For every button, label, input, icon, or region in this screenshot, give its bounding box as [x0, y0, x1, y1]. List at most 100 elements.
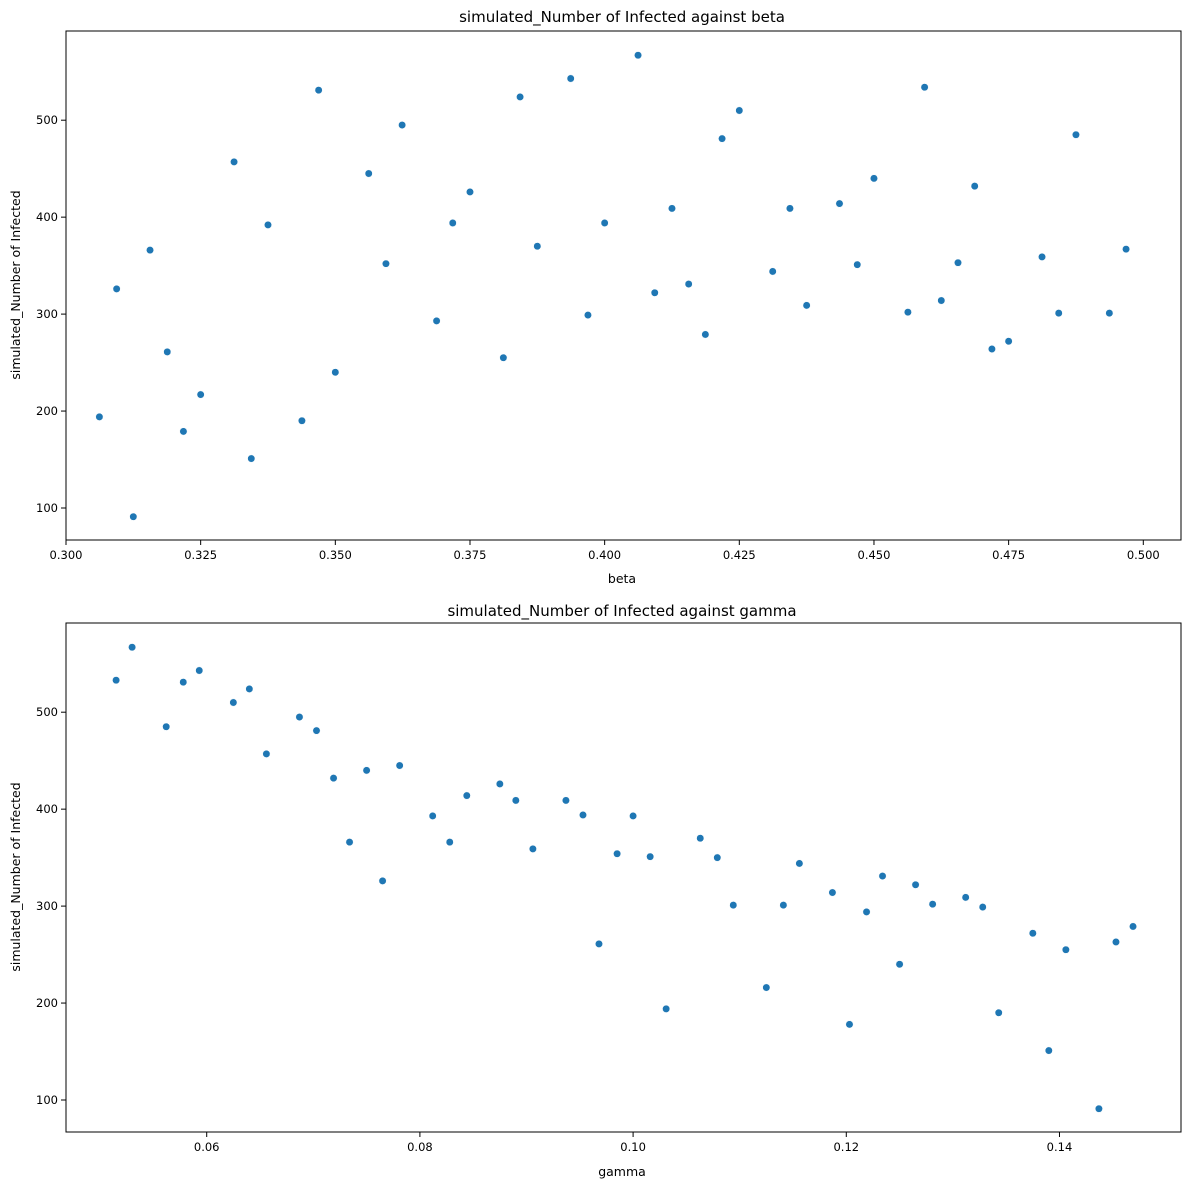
- y-tick-label: 300: [36, 307, 58, 321]
- data-point: [1072, 130, 1080, 139]
- x-tick-label: 0.475: [992, 548, 1025, 562]
- data-point: [1038, 252, 1046, 261]
- data-point: [398, 121, 407, 129]
- data-point: [129, 512, 138, 521]
- data-point: [128, 643, 137, 652]
- y-axis-ticks: 100 200 300 400 500: [36, 113, 66, 515]
- data-point: [314, 86, 323, 95]
- data-point: [382, 259, 390, 268]
- data-point: [729, 901, 738, 910]
- data-point: [516, 92, 525, 101]
- y-tick-label: 400: [36, 802, 58, 816]
- data-point: [247, 454, 256, 463]
- data-point: [845, 1020, 854, 1029]
- data-point: [779, 901, 788, 910]
- data-point: [828, 888, 837, 897]
- x-tick-label: 0.08: [407, 1140, 433, 1154]
- data-point: [954, 258, 962, 267]
- data-point: [970, 182, 979, 191]
- data-point: [295, 713, 304, 721]
- plot-title: simulated_Number of Infected against bet…: [459, 8, 785, 27]
- plot-frame: [65, 30, 1182, 541]
- data-point: [895, 960, 904, 969]
- data-point: [245, 684, 254, 693]
- data-point: [634, 51, 642, 60]
- data-point: [735, 106, 744, 115]
- data-point: [646, 852, 655, 861]
- data-point: [1105, 309, 1114, 318]
- y-axis-label: simulated_Number of Infected: [8, 782, 23, 971]
- data-point: [987, 345, 996, 353]
- data-point: [448, 219, 457, 227]
- data-point: [696, 834, 705, 843]
- data-point: [179, 427, 188, 436]
- data-point: [903, 308, 912, 317]
- data-point: [428, 811, 437, 820]
- data-point: [961, 893, 970, 902]
- data-point: [297, 416, 306, 425]
- data-point: [1122, 245, 1131, 254]
- data-point: [566, 74, 575, 83]
- data-point: [462, 791, 471, 800]
- data-point: [432, 316, 441, 325]
- x-tick-label: 0.10: [620, 1140, 646, 1154]
- data-point: [262, 749, 271, 758]
- x-tick-label: 0.12: [833, 1140, 859, 1154]
- data-point: [600, 219, 609, 227]
- data-point: [650, 288, 659, 297]
- data-point: [364, 169, 373, 178]
- x-axis-ticks: 0.300 0.325 0.350 0.375 0.400 0.425 0.450 0.475…: [50, 540, 1160, 562]
- data-point: [112, 676, 121, 685]
- x-tick-label: 0.350: [319, 548, 352, 562]
- data-point: [445, 838, 454, 847]
- data-point: [345, 838, 354, 847]
- data-point: [920, 83, 929, 92]
- y-axis-ticks: 100 200 300 400 500: [36, 705, 66, 1107]
- data-point: [495, 779, 504, 788]
- data-points: [95, 51, 1131, 521]
- data-point: [713, 853, 722, 862]
- y-tick-label: 400: [36, 210, 58, 224]
- data-point: [802, 301, 811, 310]
- y-tick-label: 200: [36, 404, 58, 418]
- data-point: [528, 844, 537, 853]
- x-tick-label: 0.400: [588, 548, 621, 562]
- x-tick-label: 0.375: [454, 548, 487, 562]
- data-point: [230, 157, 239, 166]
- data-point: [595, 939, 603, 948]
- data-point: [229, 698, 238, 707]
- data-point: [1044, 1046, 1053, 1055]
- y-tick-label: 500: [36, 113, 58, 127]
- data-point: [584, 311, 592, 320]
- data-point: [511, 796, 520, 805]
- data-point: [668, 204, 676, 213]
- data-point: [853, 260, 862, 269]
- data-point: [1112, 938, 1120, 946]
- data-point: [768, 267, 777, 276]
- y-tick-label: 300: [36, 899, 58, 913]
- data-point: [978, 903, 987, 912]
- data-point: [264, 220, 272, 229]
- data-point: [911, 880, 920, 889]
- data-point: [195, 666, 204, 675]
- data-point: [1028, 929, 1037, 938]
- data-point: [1061, 945, 1070, 954]
- data-point: [533, 242, 542, 251]
- data-point: [499, 353, 508, 362]
- data-point: [362, 766, 371, 775]
- beta-scatter-plot: simulated_Number of Infected against bet…: [8, 8, 1182, 586]
- gamma-scatter-plot: simulated_Number of Infected against gam…: [8, 602, 1182, 1179]
- data-point: [561, 796, 570, 805]
- data-point: [162, 722, 171, 731]
- plot-title: simulated_Number of Infected against gam…: [447, 602, 796, 621]
- x-tick-label: 0.450: [858, 548, 891, 562]
- x-axis-ticks: 0.06 0.08 0.10 0.12 0.14: [194, 1132, 1072, 1154]
- data-point: [579, 811, 587, 819]
- data-point: [684, 280, 693, 288]
- data-point: [466, 187, 474, 196]
- y-tick-label: 200: [36, 996, 58, 1010]
- data-point: [878, 872, 887, 880]
- data-point: [196, 390, 205, 399]
- data-point: [862, 907, 871, 916]
